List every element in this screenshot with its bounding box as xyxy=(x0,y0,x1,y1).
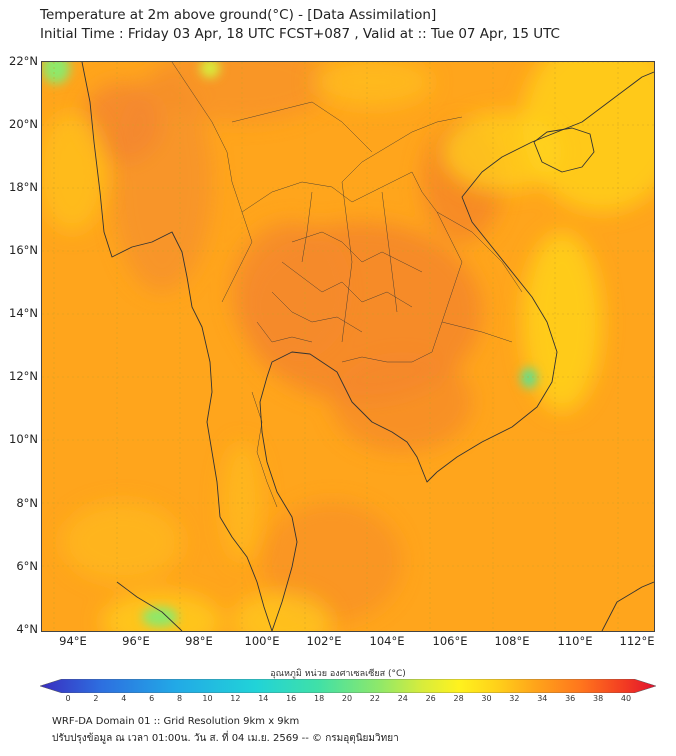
cold-spots xyxy=(42,62,537,627)
lat-label: 12°N xyxy=(9,369,38,383)
colorbar-tick-label: 18 xyxy=(314,694,325,703)
colorbar-tick-label: 6 xyxy=(149,694,155,703)
lat-label: 6°N xyxy=(16,559,38,573)
lat-label: 16°N xyxy=(9,243,38,257)
lon-label: 102°E xyxy=(306,634,342,648)
lat-label: 22°N xyxy=(9,54,38,68)
lat-label: 20°N xyxy=(9,117,38,131)
footer-domain: WRF-DA Domain 01 :: Grid Resolution 9km … xyxy=(52,716,300,727)
colorbar-tick-label: 20 xyxy=(341,694,353,703)
coastlines xyxy=(81,62,654,631)
colorbar-tick-label: 0 xyxy=(65,694,71,703)
colorbar-tick-label: 32 xyxy=(509,694,520,703)
temperature-map xyxy=(41,61,655,632)
colorbar-tick-label: 4 xyxy=(121,694,127,703)
colorbar-tick-label: 40 xyxy=(620,694,632,703)
colorbar-tick-label: 22 xyxy=(369,694,380,703)
colorbar-tick-label: 2 xyxy=(93,694,99,703)
lat-label: 10°N xyxy=(9,432,38,446)
colorbar-tick-label: 26 xyxy=(425,694,436,703)
lon-label: 96°E xyxy=(122,634,150,648)
chart-subtitle: Initial Time : Friday 03 Apr, 18 UTC FCS… xyxy=(40,26,560,42)
lon-label: 94°E xyxy=(59,634,87,648)
colorbar-tick-label: 34 xyxy=(537,694,548,703)
lon-label: 98°E xyxy=(185,634,213,648)
colorbar-title: อุณหภูมิ หน่วย องศาเซลเซียส (°C) xyxy=(270,669,406,679)
colorbar-tick-label: 36 xyxy=(565,694,576,703)
graticule xyxy=(42,62,654,631)
colorbar-tick-label: 38 xyxy=(593,694,604,703)
lon-label: 100°E xyxy=(244,634,280,648)
lon-label: 108°E xyxy=(494,634,530,648)
lat-label: 18°N xyxy=(9,180,38,194)
borders xyxy=(171,62,523,508)
lon-label: 110°E xyxy=(557,634,593,648)
colorbar-tick-label: 24 xyxy=(397,694,408,703)
colorbar-tick-label: 12 xyxy=(230,694,241,703)
colorbar-tick-label: 16 xyxy=(286,694,297,703)
colorbar-tick-label: 14 xyxy=(258,694,269,703)
colorbar-ramp xyxy=(39,678,657,694)
lon-label: 112°E xyxy=(619,634,655,648)
cool-field xyxy=(42,62,654,631)
lat-label: 14°N xyxy=(9,306,38,320)
colorbar-tick-label: 10 xyxy=(202,694,213,703)
lon-label: 104°E xyxy=(369,634,405,648)
footer-update: ปรับปรุงข้อมูล ณ เวลา 01:00น. วัน ส. ที่… xyxy=(52,733,399,744)
lon-label: 106°E xyxy=(432,634,468,648)
colorbar-tick-label: 30 xyxy=(481,694,492,703)
chart-title: Temperature at 2m above ground(°C) - [Da… xyxy=(40,7,437,23)
lat-label: 4°N xyxy=(16,622,38,636)
colorbar-tick-label: 28 xyxy=(453,694,464,703)
lat-label: 8°N xyxy=(16,496,38,510)
colorbar-tick-label: 8 xyxy=(177,694,183,703)
